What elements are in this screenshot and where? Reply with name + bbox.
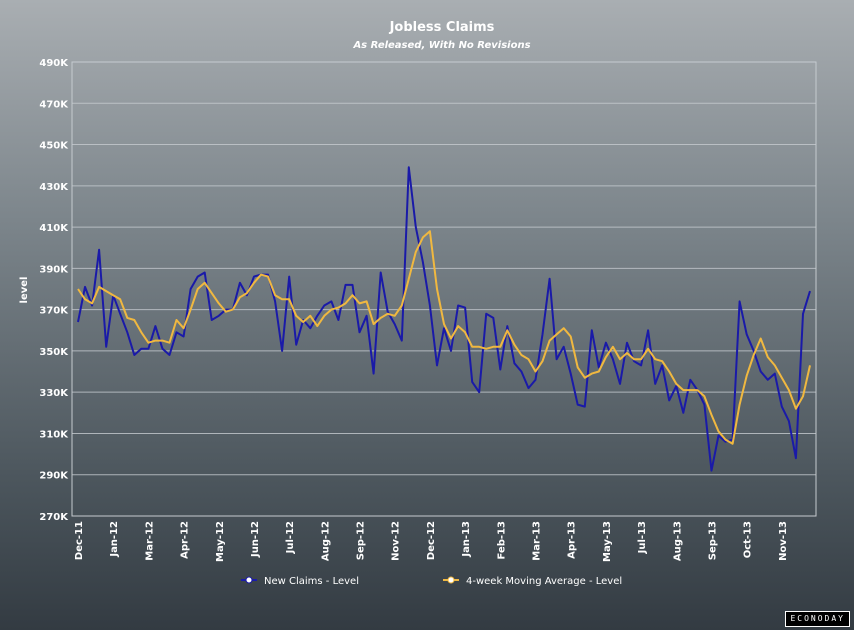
plot-area [71, 61, 817, 517]
x-tick-label: Jul-12 [285, 521, 296, 554]
legend-marker-new-claims [245, 576, 253, 584]
y-axis-label: level [19, 277, 30, 304]
series-lines [77, 166, 811, 472]
x-tick-label: May-12 [215, 521, 226, 562]
x-tick-label: Apr-13 [567, 521, 578, 559]
y-tick-label: 490K [39, 58, 69, 69]
econoday-logo: ECONODAY [785, 611, 850, 627]
x-tick-label: Aug-13 [672, 521, 683, 561]
x-tick-label: Nov-13 [778, 521, 789, 561]
y-tick-label: 270K [39, 512, 69, 523]
y-tick-label: 430K [39, 182, 69, 193]
chart-subtitle: As Released, With No Revisions [352, 40, 530, 51]
y-tick-label: 370K [39, 306, 69, 317]
x-tick-label: Dec-12 [426, 521, 437, 560]
x-tick-label: Feb-13 [496, 521, 507, 559]
gridlines [72, 61, 816, 517]
y-tick-label: 450K [39, 141, 69, 152]
y-axis-ticks: 270K 290K 310K 330K 350K 370K 390K 410K 430K 450K… [39, 58, 69, 523]
x-tick-label: Jan-13 [461, 521, 472, 558]
x-axis-ticks: Dec-11 Jan-12 Mar-12 Apr-12 May-12 Jun-12 Jul-… [74, 521, 789, 562]
x-tick-label: Dec-11 [74, 521, 85, 560]
x-tick-label: Jul-13 [637, 521, 648, 554]
x-tick-label: Sep-12 [356, 521, 367, 560]
x-tick-label: Apr-12 [180, 521, 191, 559]
legend: New Claims - Level 4-week Moving Average … [241, 576, 622, 587]
x-tick-label: Nov-12 [391, 521, 402, 561]
x-tick-label: May-13 [602, 521, 613, 562]
x-tick-label: Mar-12 [144, 521, 155, 561]
y-tick-label: 330K [39, 388, 69, 399]
x-tick-label: Sep-13 [707, 521, 718, 560]
x-tick-label: Mar-13 [532, 521, 543, 561]
legend-new-claims: New Claims - Level [264, 576, 359, 587]
x-tick-label: Jun-12 [250, 521, 261, 558]
y-tick-label: 350K [39, 347, 69, 358]
x-tick-label: Oct-13 [743, 521, 754, 558]
chart-title: Jobless Claims [389, 20, 495, 35]
x-tick-label: Aug-12 [320, 521, 331, 561]
y-tick-label: 290K [39, 471, 69, 482]
legend-moving-average: 4-week Moving Average - Level [466, 576, 622, 587]
legend-marker-moving-average [447, 576, 455, 584]
y-tick-label: 390K [39, 264, 69, 275]
x-tick-label: Jan-12 [109, 521, 120, 558]
y-tick-label: 410K [39, 223, 69, 234]
moving-average-line [77, 230, 811, 445]
y-tick-label: 310K [39, 429, 69, 440]
y-tick-label: 470K [39, 99, 69, 110]
